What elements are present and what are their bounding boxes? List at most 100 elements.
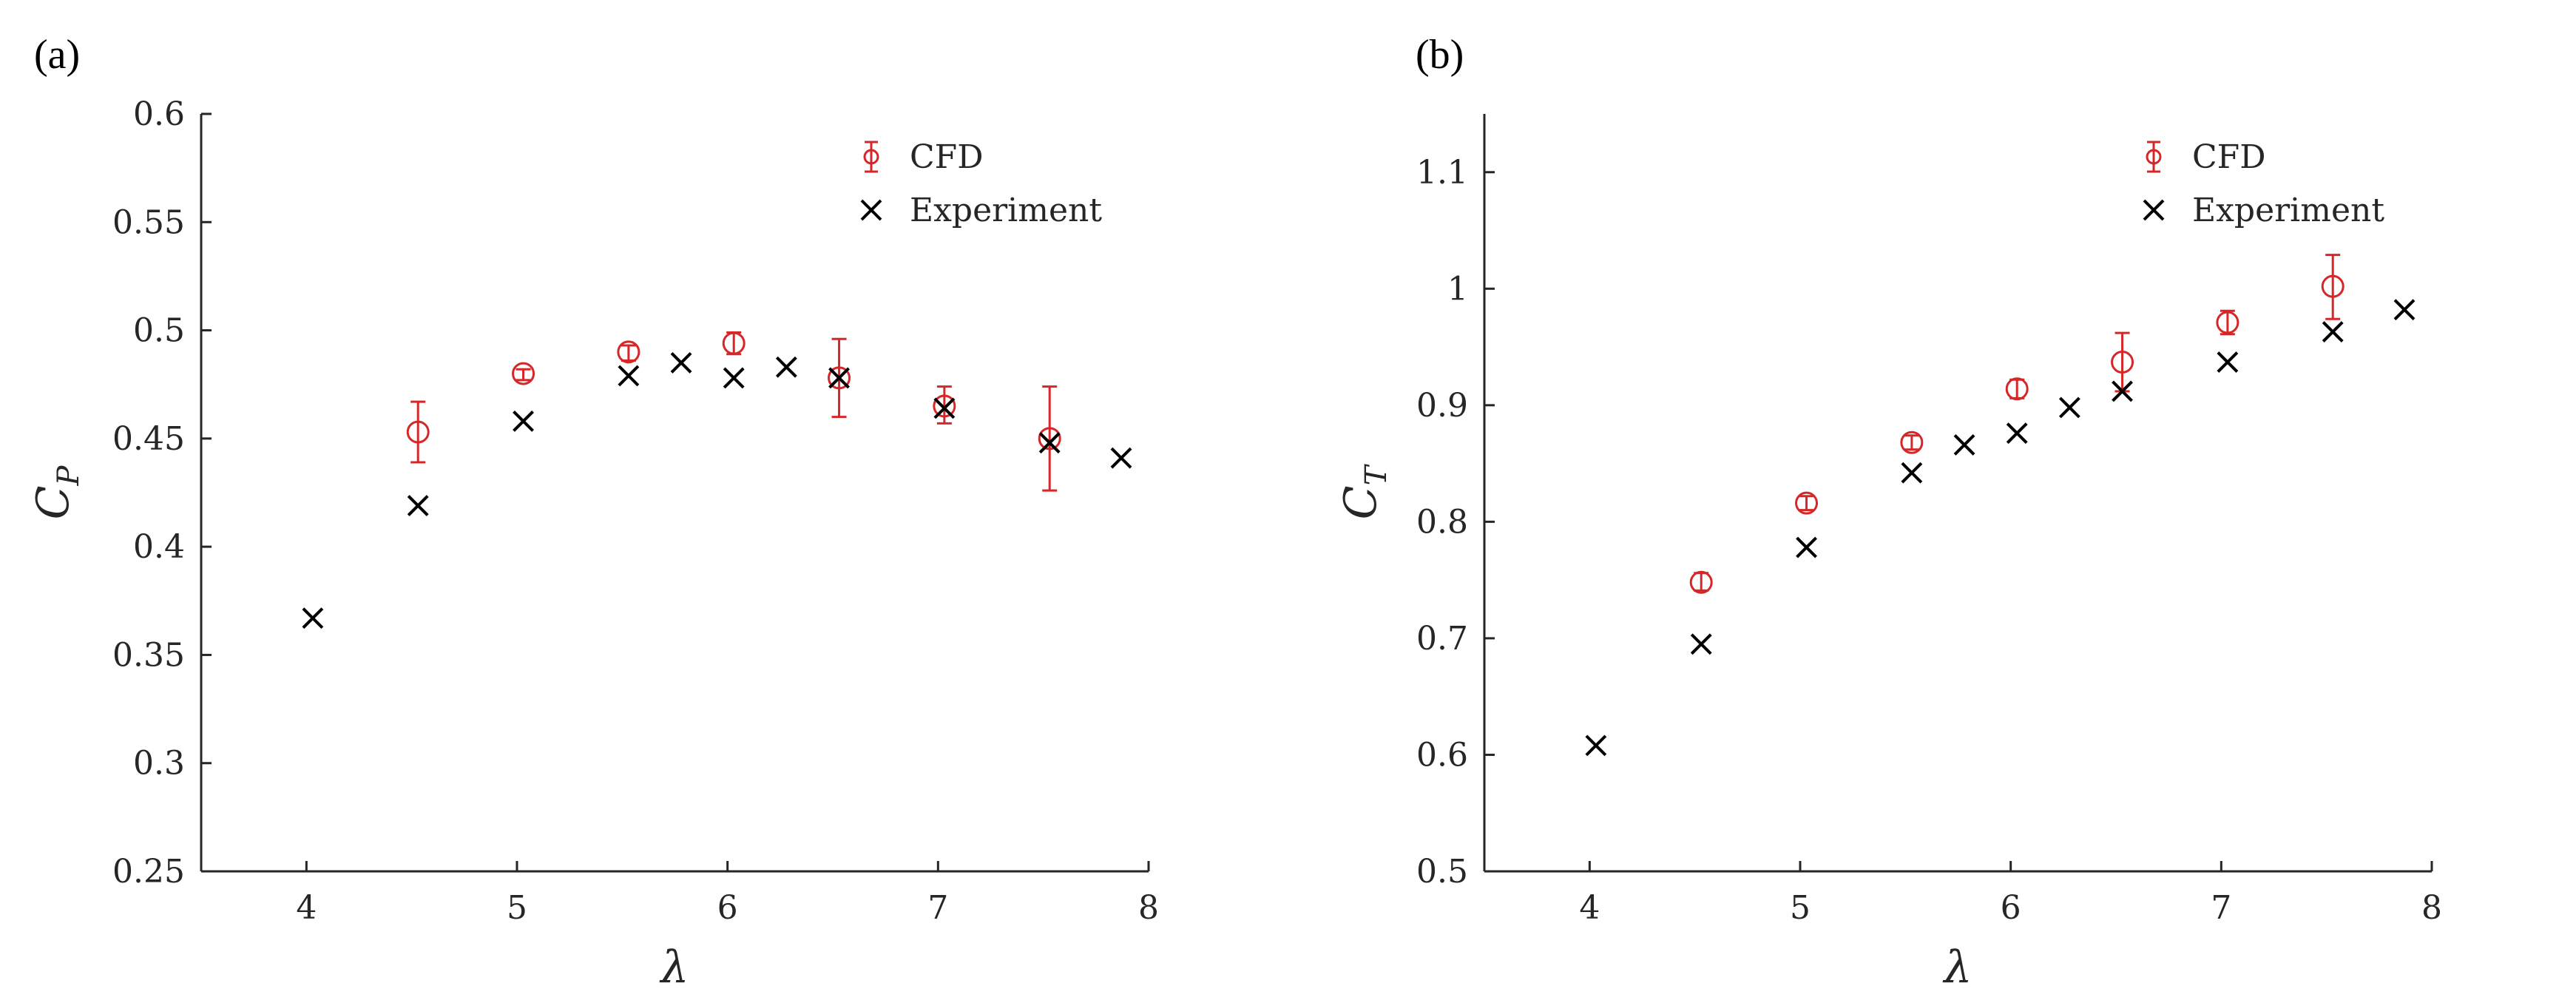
experiment-point [1585,734,1607,757]
y-tick-label: 0.9 [1416,387,1468,425]
experiment-marker-stroke [723,367,745,389]
experiment-point [1038,432,1061,454]
experiment-marker-stroke [1585,734,1607,757]
x-axis-label: λ [659,942,689,993]
panel-a: (a)0.250.30.350.40.450.50.550.64 5 6 7 8λCPC… [27,32,1159,993]
cfd-marker [1038,427,1061,450]
experiment-marker-stroke [2112,380,2133,402]
experiment-marker-stroke [1796,536,1817,558]
x-axis-label: λ [1942,942,1972,993]
y-tick-label: 0.6 [133,95,185,133]
experiment-marker-stroke [2217,351,2239,373]
cfd-point [617,340,640,364]
legend-cfd-marker [863,149,879,165]
x-tick-label: 6 [2001,889,2021,927]
experiment-marker-stroke [1038,432,1061,454]
cfd-marker [828,366,851,390]
x-tick-label: 5 [507,889,527,927]
experiment-point [513,411,534,432]
cfd-marker [2005,377,2029,401]
legend-label-cfd: CFD [910,138,983,176]
y-axis-label-sub: P [52,465,86,487]
experiment-point [775,356,797,378]
experiment-point [2393,299,2416,321]
legend-entry-experiment: Experiment [860,192,1102,229]
x-tick-label: 8 [2421,889,2442,927]
cfd-marker [1795,491,1819,515]
y-axis-label-sub: T [1359,463,1393,485]
cfd-marker [2216,311,2239,334]
cfd-marker [1689,570,1713,594]
cfd-point [406,400,430,464]
cfd-point [1900,430,1924,454]
experiment-point [2322,321,2344,343]
experiment-marker-stroke [513,411,534,432]
panel-label: (a) [34,32,80,78]
cfd-marker [512,362,535,385]
legend: CFD Experiment [2143,138,2384,229]
legend-label-cfd: CFD [2192,138,2265,176]
experiment-point [1796,536,1817,558]
cfd-marker [1900,430,1924,454]
experiment-point [1690,633,1712,655]
experiment-point [407,495,429,516]
experiment-point [618,365,640,387]
experiment-point [828,367,850,389]
legend-entry-experiment: Experiment [2143,192,2384,229]
x-tick-label: 7 [927,889,948,927]
x-tick-label: 4 [296,889,317,927]
experiment-point [2112,380,2133,402]
cfd-point [1795,491,1819,515]
experiment-marker-stroke [2006,422,2028,445]
experiment-marker-stroke [302,607,324,629]
experiment-marker-stroke [2393,299,2416,321]
experiment-point [302,607,324,629]
cfd-point [2005,377,2029,401]
x-tick-label: 8 [1138,889,1159,927]
x-tick-label: 5 [1790,889,1811,927]
legend-entry-cfd: CFD [2146,138,2265,176]
cfd-point [512,362,535,385]
cfd-marker [2321,274,2345,298]
cfd-marker [722,331,746,355]
experiment-point [933,397,956,419]
x-tick-label: 6 [717,889,738,927]
cfd-marker [2111,351,2134,374]
cfd-marker [406,420,430,444]
legend: CFD Experiment [860,138,1102,229]
legend-cfd-marker [2146,149,2162,165]
experiment-point [1953,433,1975,456]
panel-label: (b) [1416,32,1464,78]
x-tick-label: 4 [1579,889,1600,927]
y-axis-label: CT [1335,463,1393,519]
experiment-point [1901,462,1923,484]
y-tick-label: 0.4 [133,528,185,566]
legend-entry-cfd: CFD [863,138,983,176]
y-tick-label: 0.6 [1416,736,1468,774]
cfd-point [1689,570,1713,594]
y-tick-label: 0.55 [112,203,185,241]
y-tick-label: 0.5 [1416,853,1468,891]
experiment-marker-stroke [828,367,850,389]
legend-label-experiment: Experiment [2192,192,2384,229]
experiment-marker-stroke [775,356,797,378]
y-tick-label: 0.45 [112,420,185,458]
experiment-point [2006,422,2028,445]
cfd-point [1038,385,1061,492]
y-tick-label: 1.1 [1416,154,1468,192]
experiment-marker-stroke [670,352,692,374]
experiment-marker-stroke [1690,633,1712,655]
experiment-marker-stroke [618,365,640,387]
panel-b: (b) 0.5 0.6 0.7 0.8 0.9 1 1.1 4 5 6 7 8 λ CT CFD Experim… [1335,32,2442,993]
y-tick-label: 0.5 [133,312,185,350]
y-tick-label: 0.35 [112,636,185,674]
experiment-marker-stroke [1901,462,1923,484]
experiment-marker-stroke [1110,447,1132,469]
y-axis-label-main: C [1335,485,1387,519]
y-tick-label: 0.25 [112,853,185,891]
y-tick-label: 0.3 [133,745,185,783]
experiment-marker-stroke [407,495,429,516]
cfd-point [2321,254,2345,320]
y-tick-label: 1 [1447,270,1468,308]
